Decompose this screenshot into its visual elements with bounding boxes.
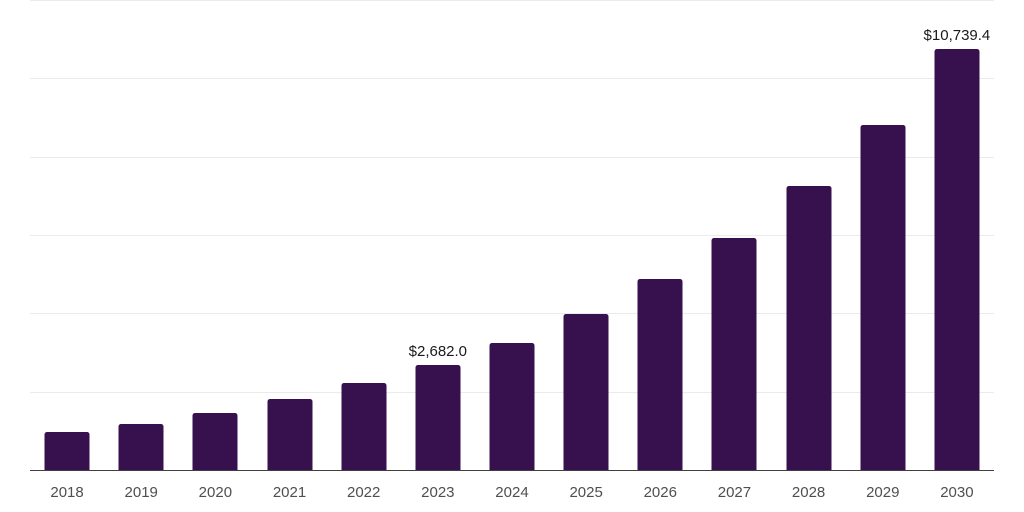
bar-2021[interactable] <box>267 399 313 470</box>
bar-2025[interactable] <box>563 313 609 470</box>
band-2027 <box>697 0 771 470</box>
value-label-2030: $10,739.4 <box>923 27 991 45</box>
band-2022 <box>327 0 401 470</box>
gridline-4000 <box>30 313 994 315</box>
bar-2030[interactable] <box>934 49 980 470</box>
tick-label-2020: 2020 <box>198 484 233 501</box>
band-2024 <box>475 0 549 470</box>
tick-label-2023: 2023 <box>421 484 455 501</box>
bar-2018[interactable] <box>44 432 90 470</box>
gridline-10000 <box>30 78 994 80</box>
tick-label-2030: 2030 <box>940 484 974 501</box>
tick-label-2028: 2028 <box>791 484 826 501</box>
band-2029 <box>846 0 920 470</box>
bar-2029[interactable] <box>860 124 906 470</box>
tick-label-2018: 2018 <box>50 484 84 501</box>
band-2020 <box>178 0 252 470</box>
gridline-6000 <box>30 235 994 236</box>
x-axis: 2018 2019 2020 2021 2022 2023 2024 2025 2026 2027… <box>30 471 994 512</box>
tick-label-2019: 2019 <box>124 484 158 501</box>
band-2026 <box>623 0 697 470</box>
tick-label-2021: 2021 <box>272 484 307 501</box>
tick-label-2025: 2025 <box>569 484 603 501</box>
bar-2027[interactable] <box>711 238 757 470</box>
band-2023: $2,682.0 <box>401 0 475 470</box>
gridline-8000 <box>30 156 994 158</box>
tick-label-2022: 2022 <box>346 484 381 501</box>
bar-2022[interactable] <box>341 383 387 470</box>
band-2025 <box>549 0 623 470</box>
value-label-2023: $2,682.0 <box>408 342 468 360</box>
plot-area: $2,682.0 $10,739.4 <box>30 0 994 471</box>
tick-label-2029: 2029 <box>866 484 900 501</box>
bar-2028[interactable] <box>786 186 832 470</box>
band-2018 <box>30 0 104 470</box>
bar-2020[interactable] <box>192 413 238 470</box>
tick-label-2027: 2027 <box>717 484 752 501</box>
tick-label-2024: 2024 <box>495 484 529 501</box>
bar-2019[interactable] <box>118 423 164 470</box>
bar-2024[interactable] <box>489 342 535 470</box>
band-2030: $10,739.4 <box>920 0 994 470</box>
tick-label-2026: 2026 <box>643 484 677 501</box>
band-2019 <box>104 0 178 470</box>
bar-2023[interactable] <box>415 364 461 470</box>
band-2021 <box>252 0 326 470</box>
gridline-12000 <box>30 0 994 1</box>
band-2028 <box>772 0 846 470</box>
bar-2026[interactable] <box>637 279 683 470</box>
